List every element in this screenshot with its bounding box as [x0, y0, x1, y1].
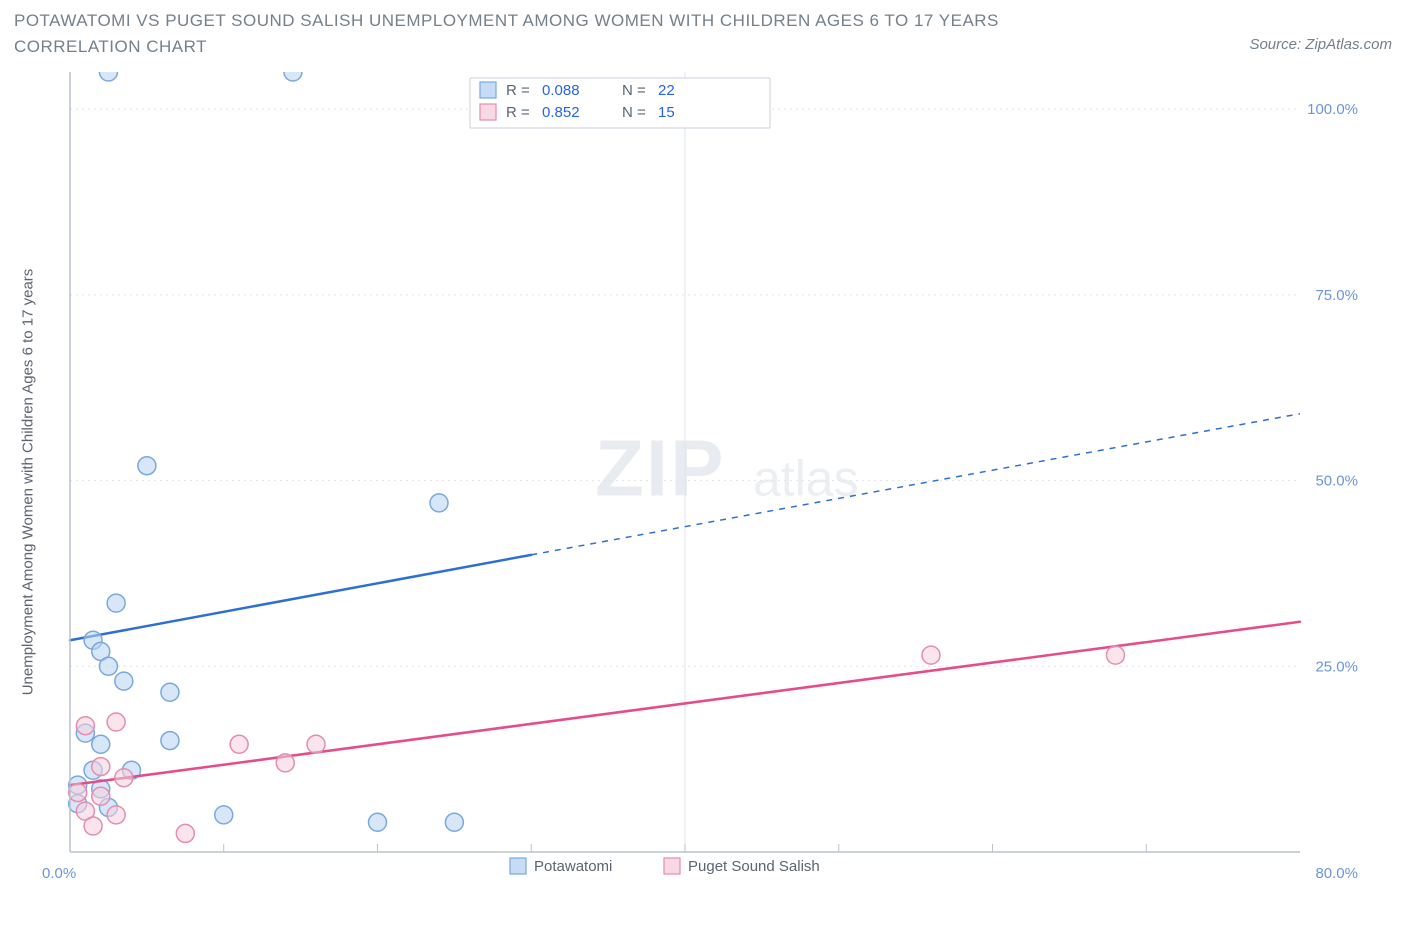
svg-text:80.0%: 80.0%: [1315, 865, 1358, 882]
svg-text:75.0%: 75.0%: [1315, 287, 1358, 304]
svg-text:0.0%: 0.0%: [42, 865, 76, 882]
y-axis-label: Unemployment Among Women with Children A…: [20, 269, 37, 696]
svg-text:0.088: 0.088: [542, 82, 580, 99]
scatter-chart: Unemployment Among Women with Children A…: [40, 72, 1390, 892]
svg-text:22: 22: [658, 82, 675, 99]
svg-text:Potawatomi: Potawatomi: [534, 858, 612, 875]
svg-text:ZIP: ZIP: [595, 423, 725, 512]
svg-text:0.852: 0.852: [542, 104, 580, 121]
chart-title: POTAWATOMI VS PUGET SOUND SALISH UNEMPLO…: [14, 8, 1114, 59]
svg-text:25.0%: 25.0%: [1315, 658, 1358, 675]
svg-text:Puget Sound Salish: Puget Sound Salish: [688, 858, 820, 875]
svg-text:50.0%: 50.0%: [1315, 473, 1358, 490]
svg-text:N =: N =: [622, 82, 646, 99]
svg-text:R =: R =: [506, 82, 530, 99]
svg-text:N =: N =: [622, 104, 646, 121]
svg-text:100.0%: 100.0%: [1307, 101, 1358, 118]
svg-text:R =: R =: [506, 104, 530, 121]
svg-text:15: 15: [658, 104, 675, 121]
source-label: Source: ZipAtlas.com: [1249, 36, 1392, 53]
